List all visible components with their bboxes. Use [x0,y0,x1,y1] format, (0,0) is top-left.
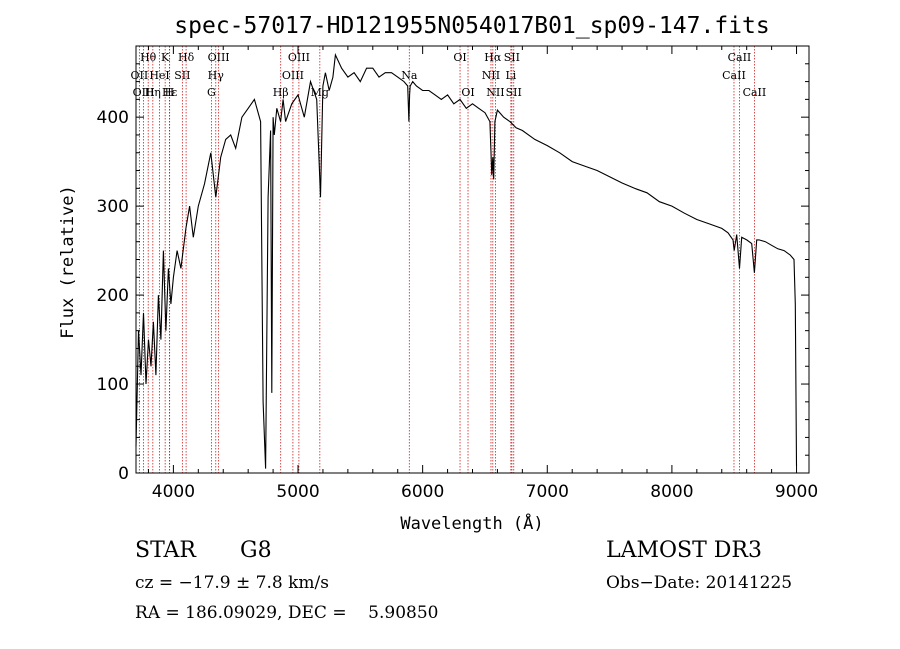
x-axis-ticks: 4000 5000 6000 7000 8000 9000 [147,46,818,502]
line-marker-label: Mg [311,86,329,99]
line-marker-label: OIII [133,86,155,99]
line-markers [138,46,755,473]
survey-name: LAMOST DR3 [606,538,762,563]
line-marker-label: CaII [743,86,767,99]
line-marker-label: OII [131,69,149,82]
line-marker-label: HeI [149,69,169,82]
line-marker-label: Li [505,69,516,82]
y-tick-label: 200 [97,286,129,306]
line-marker-label: Hβ [273,86,289,99]
redshift-velocity: cz = −17.9 ± 7.8 km/s [135,573,329,593]
x-tick-label: 5000 [276,482,319,502]
line-marker-label: CaII [722,69,746,82]
line-marker-label: OI [453,51,466,64]
plot-frame [135,45,810,474]
x-tick-label: 4000 [152,482,195,502]
x-axis-label: Wavelength (Å) [400,512,543,534]
line-marker-label: OI [461,86,474,99]
line-marker-label: NII [482,69,500,82]
y-tick-label: 400 [97,108,129,128]
y-axis-label: Flux (relative) [58,185,78,339]
object-type: STAR [135,538,196,563]
line-marker-label: Hδ [178,51,195,64]
spectrum-line [135,52,798,469]
ra-dec-coordinates: RA = 186.09029, DEC = 5.90850 [135,603,439,623]
line-marker-label: G [207,86,216,99]
y-tick-label: 100 [97,375,129,395]
line-marker-label: Hθ [140,51,157,64]
x-tick-label: 7000 [526,482,569,502]
line-marker-label: Hη [145,86,161,99]
observation-date: Obs−Date: 20141225 [606,573,793,593]
line-marker-label: NII [486,86,504,99]
y-axis-ticks: 0 100 200 300 400 [97,63,809,484]
line-marker-label: Hα [484,51,502,64]
line-marker-label: Na [401,69,418,82]
line-marker-label: SII [506,86,522,99]
line-marker-label: OIII [288,51,310,64]
line-marker-label: Hγ [208,69,225,82]
x-tick-label: 8000 [650,482,693,502]
object-subclass: G8 [240,538,272,563]
x-tick-label: 9000 [775,482,818,502]
line-marker-label: CaII [728,51,752,64]
line-marker-label: SII [504,51,520,64]
y-tick-label: 300 [97,197,129,217]
line-marker-label: SII [174,69,190,82]
chart-title: spec-57017-HD121955N054017B01_sp09-147.f… [174,13,769,39]
line-marker-label: K [161,51,170,64]
line-marker-label: OIII [282,69,304,82]
spectrum-plot: spec-57017-HD121955N054017B01_sp09-147.f… [58,13,818,534]
line-marker-label: H [165,86,175,99]
x-tick-label: 6000 [401,482,444,502]
y-tick-label: 0 [118,464,129,484]
line-marker-label: OIII [208,51,230,64]
line-marker-label: Hε [162,86,178,99]
